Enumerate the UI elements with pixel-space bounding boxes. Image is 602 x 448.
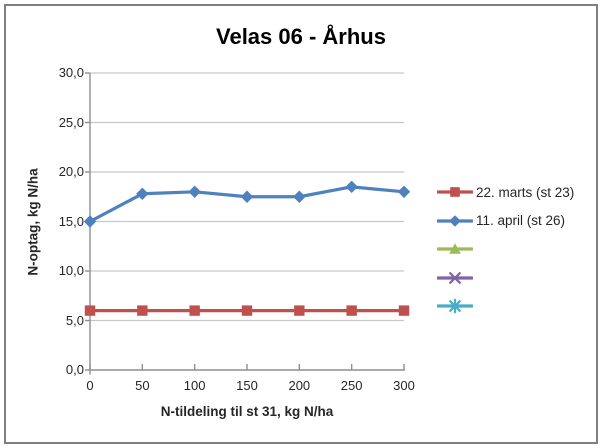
square-marker-icon xyxy=(137,305,148,316)
square-marker-icon xyxy=(84,305,96,316)
legend-key xyxy=(437,214,473,227)
legend-key xyxy=(437,243,473,255)
y-tick-label: 0,0 xyxy=(65,362,84,377)
y-tick-label: 25,0 xyxy=(58,114,84,130)
square-marker-icon xyxy=(398,305,410,316)
diamond-marker-icon xyxy=(397,185,411,198)
legend-row xyxy=(437,264,574,293)
legend-key xyxy=(437,298,473,314)
diamond-marker-icon xyxy=(345,180,358,194)
diamond-marker-icon xyxy=(240,190,254,203)
diamond-marker-icon xyxy=(293,190,306,203)
legend-row: 11. april (st 26) xyxy=(437,207,574,236)
diamond-marker-icon xyxy=(83,215,97,228)
legend-row xyxy=(437,235,574,264)
x-tick-label: 250 xyxy=(340,378,363,393)
square-marker-icon xyxy=(241,305,253,316)
diamond-marker-icon xyxy=(188,185,201,198)
chart-title: Velas 06 - Århus xyxy=(216,24,386,49)
y-tick-label: 5,0 xyxy=(65,312,84,328)
square-marker-icon xyxy=(450,187,460,198)
x-marker-icon xyxy=(449,271,461,284)
x-tick-label: 200 xyxy=(288,378,311,393)
legend-key xyxy=(437,187,473,198)
y-tick-label: 20,0 xyxy=(58,164,84,179)
x-tick-label: 150 xyxy=(236,378,258,393)
legend-row: 22. marts (st 23) xyxy=(437,178,574,207)
x-axis-title: N-tildeling til st 31, kg N/ha xyxy=(160,404,334,419)
legend-key xyxy=(437,271,473,284)
legend-row xyxy=(437,292,574,321)
square-marker-icon xyxy=(346,305,357,316)
y-tick-label: 30,0 xyxy=(58,65,84,80)
diamond-marker-icon xyxy=(449,214,461,227)
legend: 22. marts (st 23) 11. april (st 26) xyxy=(437,178,574,321)
legend-label: 11. april (st 26) xyxy=(476,213,566,229)
legend-label: 22. marts (st 23) xyxy=(476,184,575,200)
x-tick-label: 300 xyxy=(393,378,415,393)
y-tick-label: 15,0 xyxy=(58,213,84,229)
x-tick-label: 100 xyxy=(183,378,206,393)
diamond-marker-icon xyxy=(136,187,149,200)
triangle-marker-icon xyxy=(449,243,461,255)
y-tick-label: 10,0 xyxy=(58,263,84,278)
square-marker-icon xyxy=(294,305,305,316)
square-marker-icon xyxy=(189,305,200,316)
x-tick-label: 50 xyxy=(135,378,150,393)
x-tick-label: 0 xyxy=(86,378,94,393)
